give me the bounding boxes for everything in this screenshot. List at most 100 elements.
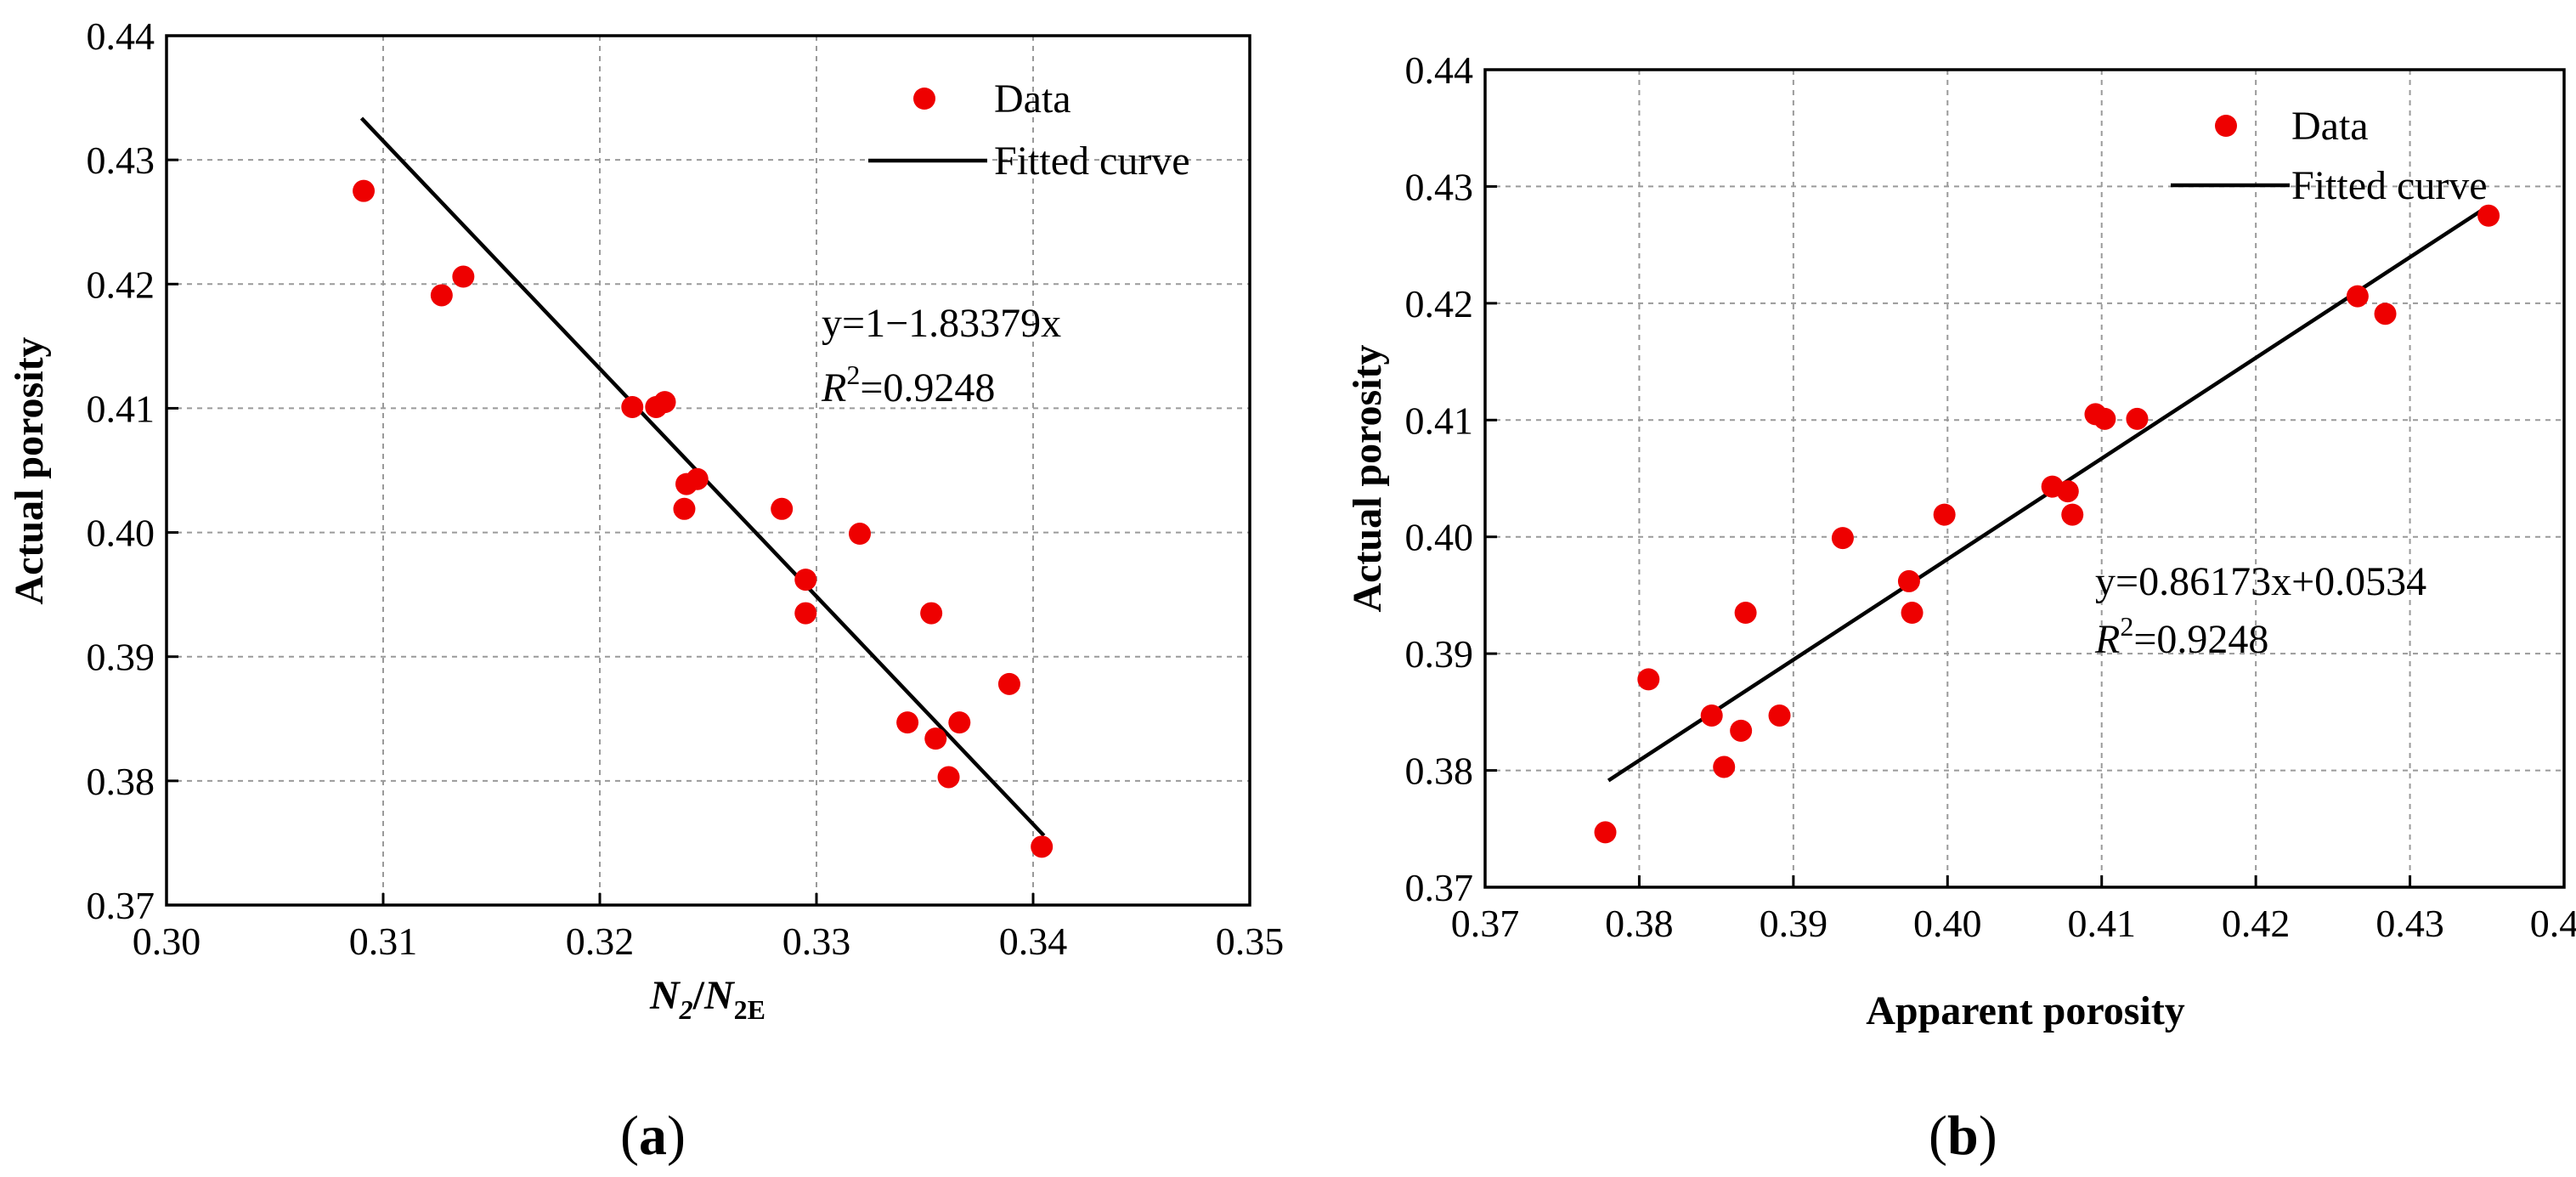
panel-b-legend: Data Fitted curve: [2171, 104, 2488, 208]
panel-a-axis-ticks: 0.30 0.31 0.32 0.33 0.34 0.35 0.37 0.38 0.39 0.40…: [87, 14, 1285, 963]
panel-b-plot-frame: [1483, 68, 2566, 889]
panel-b-data-point-18: [2374, 303, 2397, 325]
panel-a-label-open: (: [620, 1105, 639, 1167]
panel-a-y-tick-label-4: 0.41: [87, 387, 155, 430]
panel-b-data-point-15: [2093, 407, 2116, 430]
panel-b-y-tick-label-6: 0.43: [1405, 165, 1474, 208]
panel-a-data-point-12: [849, 523, 871, 546]
panel-b-data-point-5: [1734, 602, 1757, 625]
panel-a-y-tick-label-2: 0.39: [87, 636, 155, 679]
panel-a-legend: Data Fitted curve: [868, 76, 1190, 184]
panel-a-r-superscript: 2: [846, 359, 860, 390]
panel-b-label-letter: b: [1947, 1105, 1979, 1167]
panel-a-x-tick-label-3: 0.33: [782, 920, 851, 963]
panel-b-data-point-16: [2126, 407, 2149, 430]
panel-b-data-point-0: [1594, 821, 1617, 844]
panel-a-data-point-14: [920, 602, 943, 625]
panel-a-y-tick-label-0: 0.37: [87, 884, 155, 927]
panel-a-r-symbol: R: [821, 365, 846, 410]
panel-a-label-close: ): [667, 1105, 686, 1167]
panel-a-data-point-13: [896, 711, 919, 734]
panel-a-y-tick-label-5: 0.42: [87, 263, 155, 306]
panel-a-legend-fit-label: Fitted curve: [994, 139, 1190, 184]
panel-a-data-point-15: [924, 727, 947, 750]
panel-a-x-axis-label: N2/N2E: [649, 973, 765, 1025]
panel-a-grid: [167, 36, 1250, 905]
panel-b-x-tick-label-4: 0.41: [2067, 902, 2136, 945]
panel-b-data-point-17: [2346, 285, 2369, 308]
panel-b-r-symbol: R: [2094, 617, 2120, 662]
panel-a-x-label-n2e: N: [703, 973, 736, 1018]
panel-b-data-points: [1594, 204, 2500, 844]
panel-b-scatter-chart: 0.37 0.38 0.39 0.40 0.41 0.42 0.43 0.44 0.37 0.38…: [1345, 48, 2576, 1167]
panel-a-scatter-chart: 0.30 0.31 0.32 0.33 0.34 0.35 0.37 0.38 0.39 0.40…: [7, 14, 1284, 1167]
panel-a-data-point-18: [997, 672, 1020, 695]
panel-b-data-point-2: [1700, 704, 1723, 727]
panel-a-x-tick-label-0: 0.30: [133, 920, 201, 963]
panel-b-x-tick-label-7: 0.44: [2530, 902, 2576, 945]
panel-b-data-point-3: [1713, 755, 1736, 778]
panel-a-data-point-10: [794, 569, 817, 591]
panel-a-data-point-3: [621, 395, 644, 418]
panel-b-y-tick-label-1: 0.38: [1405, 750, 1474, 793]
panel-b-legend-fit-label: Fitted curve: [2291, 163, 2488, 208]
panel-a-equation: y=1−1.83379x: [822, 301, 1061, 346]
panel-b-y-tick-label-2: 0.39: [1405, 632, 1474, 676]
panel-b-x-tick-label-5: 0.42: [2222, 902, 2291, 945]
panel-a-y-axis-label: Actual porosity: [7, 337, 52, 604]
panel-b-y-tick-label-3: 0.40: [1405, 516, 1474, 559]
panel-a-data-point-5: [653, 391, 676, 414]
panel-a-data-point-2: [452, 265, 475, 288]
panel-a-x-label-slash: /: [692, 973, 705, 1018]
panel-a-legend-data-label: Data: [994, 76, 1071, 122]
panel-b-legend-data-marker: [2215, 115, 2237, 137]
panel-a-y-tick-label-1: 0.38: [87, 760, 155, 803]
panel-b-data-point-9: [1901, 602, 1924, 625]
panel-a-x-label-sub-2e: 2E: [734, 994, 765, 1025]
panel-a-x-tick-label-5: 0.35: [1216, 920, 1285, 963]
panel-a-data-points: [353, 179, 1054, 858]
panel-b-y-axis-label: Actual porosity: [1345, 344, 1390, 612]
panel-b-x-tick-label-3: 0.40: [1913, 902, 1982, 945]
panel-a-y-tick-label-7: 0.44: [87, 14, 155, 58]
panel-a-data-point-6: [673, 497, 696, 520]
panel-a-data-point-0: [353, 179, 376, 202]
panel-b-data-point-8: [1897, 569, 1920, 592]
panel-a-data-point-16: [937, 766, 960, 789]
panel-a-x-tick-label-1: 0.31: [349, 920, 418, 963]
panel-b-legend-data-label: Data: [2291, 104, 2369, 149]
panel-b-label-close: ): [1979, 1105, 1997, 1167]
panel-b-x-tick-label-1: 0.38: [1605, 902, 1674, 945]
panel-a-y-tick-label-3: 0.40: [87, 512, 155, 555]
panel-b-equation: y=0.86173x+0.0534: [2095, 559, 2426, 604]
panel-b-label: (b): [1929, 1105, 1997, 1167]
panel-b-r-superscript: 2: [2120, 611, 2133, 642]
panel-b-r-value: =0.9248: [2133, 617, 2268, 662]
panel-b-y-tick-label-0: 0.37: [1405, 866, 1474, 909]
panel-b-x-axis-label: Apparent porosity: [1866, 988, 2185, 1033]
panel-b-data-point-4: [1730, 719, 1753, 742]
panel-a-data-point-17: [948, 711, 971, 734]
panel-b-y-tick-label-7: 0.44: [1405, 48, 1474, 92]
panel-b-data-point-12: [2056, 480, 2079, 503]
panel-b-y-tick-label-5: 0.42: [1405, 282, 1474, 325]
panel-a-data-point-11: [794, 602, 817, 625]
panel-a-plot-frame: [165, 34, 1251, 907]
panel-b-label-open: (: [1929, 1105, 1947, 1167]
panel-a-x-label-sub-2: 2: [679, 994, 693, 1025]
panel-b-axis-ticks: 0.37 0.38 0.39 0.40 0.41 0.42 0.43 0.44 0.37 0.38…: [1405, 48, 2576, 945]
panel-a-y-tick-label-6: 0.43: [87, 139, 155, 182]
panel-b-x-tick-label-2: 0.39: [1760, 902, 1828, 945]
panel-a-label-letter: a: [639, 1105, 667, 1167]
panel-a-data-point-1: [430, 284, 453, 307]
panel-a-data-point-9: [771, 497, 794, 520]
panel-a-legend-data-marker: [913, 88, 935, 110]
panel-b-y-tick-label-4: 0.41: [1405, 399, 1474, 442]
panel-a-data-point-19: [1031, 835, 1054, 858]
panel-a-r-value: =0.9248: [860, 365, 995, 410]
panel-a-x-tick-label-2: 0.32: [566, 920, 635, 963]
panel-b-data-point-10: [1933, 503, 1956, 526]
panel-a-x-label-n2: N: [649, 973, 681, 1018]
panel-b-data-point-1: [1637, 668, 1660, 691]
